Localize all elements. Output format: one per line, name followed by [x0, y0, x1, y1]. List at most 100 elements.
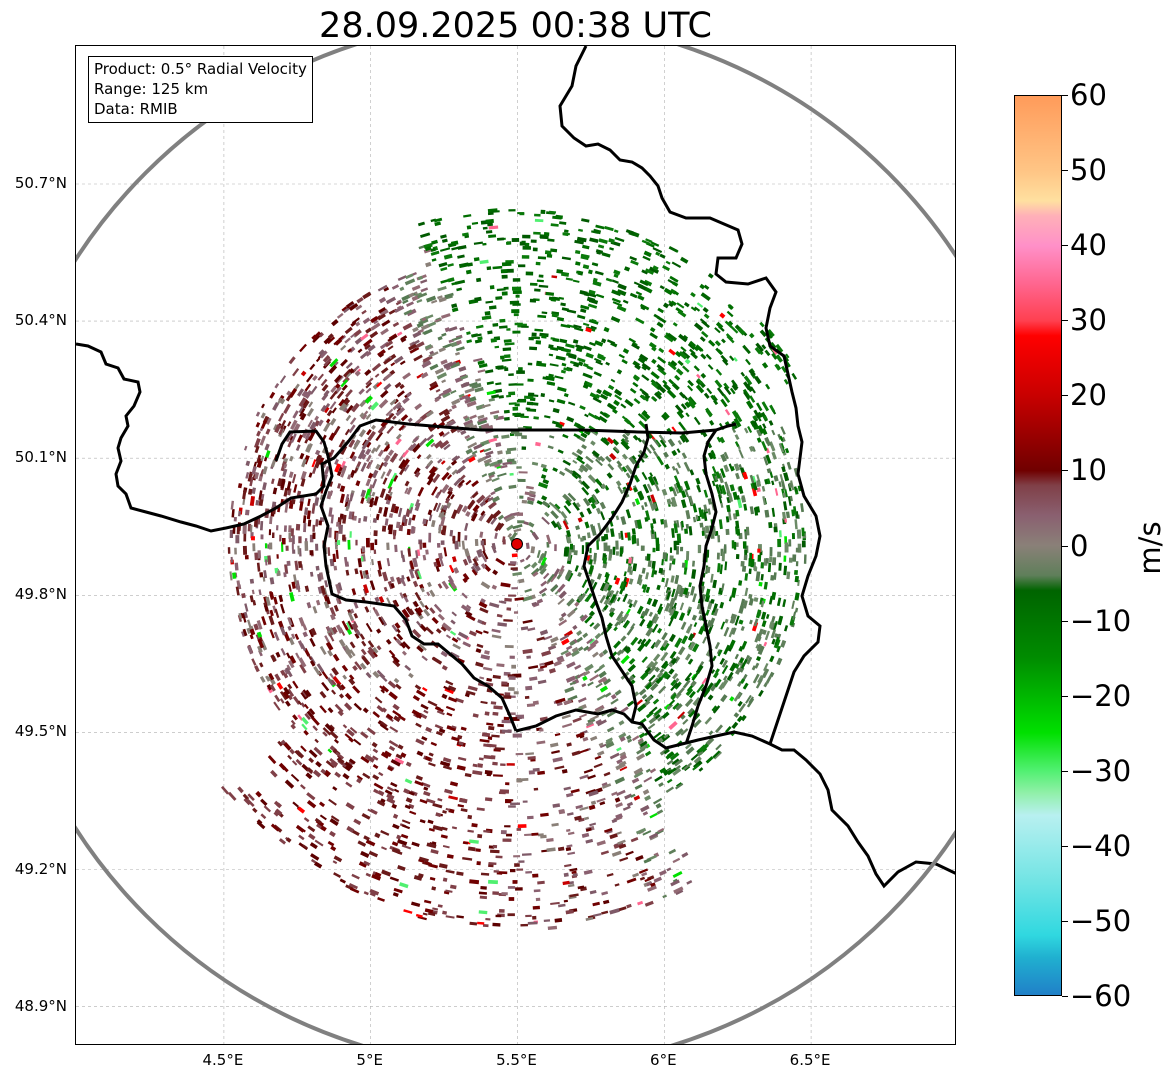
velocity-bin — [638, 868, 649, 874]
velocity-bin — [480, 563, 487, 569]
velocity-bin — [474, 556, 479, 562]
velocity-bin — [232, 526, 236, 534]
lon-label: 5°E — [356, 1051, 383, 1069]
velocity-bin — [342, 674, 348, 680]
colorbar-tick-mark — [1062, 695, 1068, 697]
velocity-bin — [532, 905, 541, 910]
velocity-bin — [495, 382, 502, 386]
velocity-bin — [288, 637, 295, 646]
velocity-bin — [270, 823, 280, 832]
velocity-bin — [616, 369, 623, 375]
velocity-bin — [601, 536, 606, 542]
velocity-bin — [446, 854, 454, 859]
velocity-bin — [370, 542, 375, 551]
velocity-bin — [684, 488, 690, 498]
velocity-bin — [487, 212, 494, 216]
velocity-bin — [649, 500, 655, 511]
velocity-bin — [652, 438, 660, 447]
velocity-bin — [525, 542, 530, 550]
velocity-bin — [243, 445, 248, 451]
velocity-bin — [497, 622, 508, 627]
velocity-bin — [433, 603, 443, 613]
velocity-bin — [512, 733, 522, 738]
velocity-bin — [404, 664, 412, 671]
velocity-bin — [577, 697, 587, 703]
velocity-bin — [572, 873, 578, 877]
velocity-bin — [435, 502, 442, 513]
velocity-bin — [756, 437, 762, 443]
velocity-bin — [705, 756, 714, 764]
velocity-bin — [456, 765, 466, 771]
velocity-bin — [235, 535, 240, 544]
velocity-bin — [641, 374, 650, 382]
velocity-bin — [723, 626, 730, 637]
velocity-bin — [678, 421, 687, 431]
velocity-bin — [685, 412, 690, 418]
velocity-bin — [404, 480, 410, 487]
velocity-bin — [512, 880, 518, 884]
velocity-bin — [450, 361, 461, 369]
velocity-bin — [302, 624, 308, 631]
velocity-bin — [594, 270, 604, 276]
velocity-bin — [663, 451, 669, 458]
velocity-bin — [518, 471, 528, 474]
velocity-bin — [634, 498, 641, 506]
velocity-bin — [504, 825, 511, 828]
velocity-bin — [535, 897, 541, 902]
velocity-bin — [442, 765, 452, 771]
velocity-bin — [748, 332, 755, 339]
velocity-bin — [746, 698, 755, 708]
velocity-bin — [706, 682, 714, 691]
velocity-bin — [491, 394, 500, 399]
velocity-bin — [641, 394, 649, 402]
velocity-bin — [238, 510, 241, 517]
velocity-bin — [576, 636, 584, 643]
velocity-bin — [488, 305, 497, 310]
velocity-bin — [547, 573, 555, 583]
velocity-bin — [757, 416, 762, 422]
velocity-bin — [570, 649, 580, 657]
velocity-bin — [372, 647, 379, 654]
velocity-bin — [670, 879, 680, 887]
velocity-bin — [451, 398, 461, 406]
velocity-bin — [715, 471, 721, 479]
velocity-bin — [600, 483, 607, 490]
radar-site-marker[interactable] — [511, 538, 523, 550]
velocity-bin — [538, 284, 549, 288]
lat-label: 49.2°N — [14, 859, 67, 878]
velocity-bin — [420, 703, 429, 710]
velocity-bin — [601, 783, 612, 789]
velocity-bin — [717, 563, 721, 573]
velocity-bin — [721, 338, 726, 344]
velocity-bin — [279, 603, 286, 614]
velocity-bin — [466, 331, 471, 336]
velocity-bin — [272, 487, 278, 495]
velocity-bin — [434, 440, 444, 449]
velocity-bin — [674, 350, 682, 358]
velocity-bin — [319, 690, 327, 699]
velocity-bin — [582, 345, 592, 351]
velocity-bin — [743, 375, 753, 386]
velocity-bin — [367, 430, 376, 441]
velocity-bin — [490, 701, 497, 705]
velocity-bin — [431, 519, 436, 528]
velocity-bin — [688, 495, 694, 506]
velocity-bin — [279, 375, 287, 384]
velocity-bin — [637, 638, 643, 645]
velocity-bin — [393, 887, 403, 894]
velocity-bin — [510, 561, 517, 565]
velocity-bin — [351, 623, 359, 633]
velocity-bin — [384, 441, 390, 447]
velocity-bin — [749, 506, 755, 515]
radar-map[interactable] — [75, 45, 956, 1045]
velocity-bin — [794, 592, 800, 601]
velocity-bin — [726, 504, 731, 513]
radar-map-canvas[interactable] — [76, 46, 956, 1045]
velocity-bin — [425, 261, 432, 268]
velocity-bin — [325, 596, 331, 605]
velocity-bin — [522, 246, 531, 250]
velocity-bin — [299, 501, 304, 511]
velocity-bin — [786, 571, 791, 580]
velocity-bin — [249, 476, 254, 487]
velocity-bin — [731, 627, 737, 635]
